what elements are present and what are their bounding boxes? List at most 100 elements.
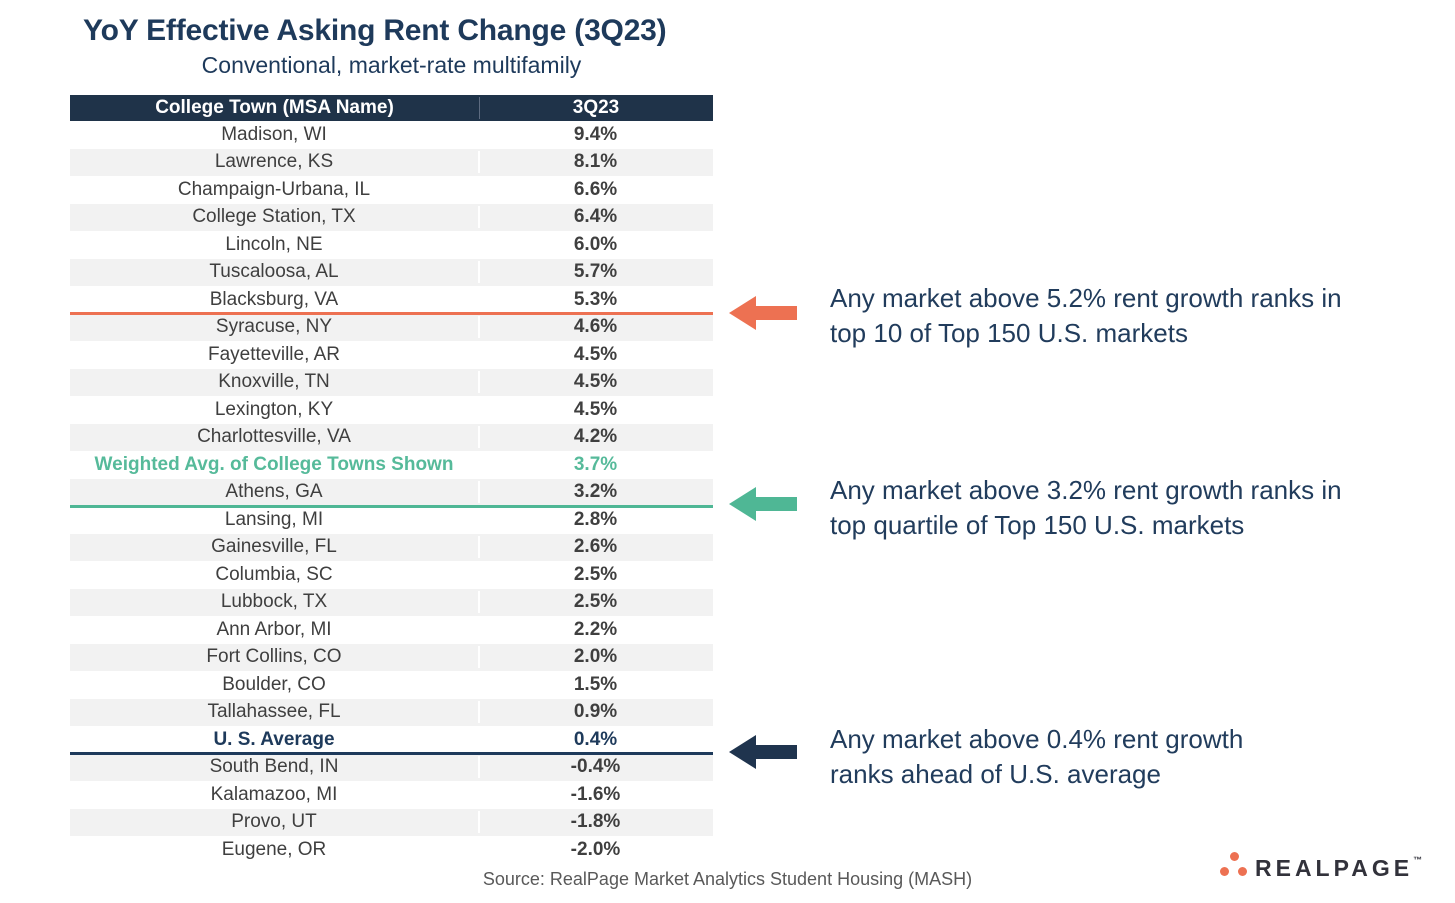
msa-name-cell: Fayetteville, AR [70, 343, 480, 366]
value-cell: 4.2% [573, 426, 618, 448]
value-cell: 2.5% [573, 563, 618, 585]
msa-name-cell: Boulder, CO [70, 673, 480, 696]
value-cell: 6.4% [573, 206, 618, 228]
table-row: Gainesville, FL 2.6% [70, 533, 713, 561]
threshold-line-teal [70, 504, 713, 508]
source-text: Source: RealPage Market Analytics Studen… [482, 869, 973, 889]
value-cell: 3.7% [573, 453, 618, 475]
msa-name-cell: South Bend, IN [70, 756, 480, 779]
msa-name-cell: Knoxville, TN [70, 371, 480, 394]
table-row: Provo, UT -1.8% [70, 808, 713, 836]
value-cell: -2.0% [570, 838, 621, 860]
value-cell: 0.9% [573, 701, 618, 723]
value-cell: 4.5% [573, 398, 618, 420]
table-row: Charlottesville, VA 4.2% [70, 423, 713, 451]
logo-dot-icon [1230, 852, 1239, 861]
msa-name-cell: Ann Arbor, MI [70, 618, 480, 641]
annotation-us-average: Any market above 0.4% rent growth ranks … [830, 722, 1243, 792]
table-body: Madison, WI 9.4% Lawrence, KS 8.1% Champaign… [70, 121, 713, 864]
table-row: Lawrence, KS 8.1% [70, 148, 713, 176]
table-row: Champaign-Urbana, IL 6.6% [70, 176, 713, 204]
value-cell: 2.8% [573, 508, 618, 530]
value-cell: -0.4% [570, 756, 621, 778]
table-row: Eugene, OR -2.0% [70, 836, 713, 864]
msa-name-cell: Kalamazoo, MI [70, 783, 480, 806]
annotation-top10: Any market above 5.2% rent growth ranks … [830, 281, 1342, 351]
realpage-logo: REALPAGE™ [1218, 845, 1438, 887]
value-cell: -1.6% [570, 783, 621, 805]
msa-name-cell: Charlottesville, VA [70, 426, 480, 449]
table-row: South Bend, IN -0.4% [70, 753, 713, 781]
table-row: Syracuse, NY 4.6% [70, 313, 713, 341]
value-cell: 6.0% [573, 233, 618, 255]
msa-name-cell: Eugene, OR [70, 838, 480, 861]
msa-name-cell: Champaign-Urbana, IL [70, 178, 480, 201]
msa-name-cell: Lansing, MI [70, 508, 480, 531]
table-row: Boulder, CO 1.5% [70, 671, 713, 699]
annotation-us-average-line2: ranks ahead of U.S. average [830, 759, 1161, 789]
value-cell: 9.4% [573, 123, 618, 145]
annotation-us-average-line1: Any market above 0.4% rent growth [830, 724, 1244, 754]
logo-dot-icon [1238, 867, 1247, 876]
value-cell: 5.7% [573, 261, 618, 283]
table-row: Ann Arbor, MI 2.2% [70, 616, 713, 644]
left-arrow-icon-teal [729, 487, 797, 521]
value-cell: 0.4% [573, 728, 618, 750]
table-row: Fort Collins, CO 2.0% [70, 643, 713, 671]
table-row: Madison, WI 9.4% [70, 121, 713, 149]
table-row: Fayetteville, AR 4.5% [70, 341, 713, 369]
msa-name-cell: Athens, GA [70, 481, 480, 504]
table-header-row: College Town (MSA Name) 3Q23 [70, 95, 713, 121]
msa-name-cell: Provo, UT [70, 811, 480, 834]
table-row: Columbia, SC 2.5% [70, 561, 713, 589]
value-cell: 2.5% [573, 591, 618, 613]
table-row: Weighted Avg. of College Towns Shown 3.7% [70, 451, 713, 479]
annotation-top10-line2: top 10 of Top 150 U.S. markets [830, 318, 1188, 348]
value-cell: 8.1% [573, 151, 618, 173]
msa-name-cell: Lincoln, NE [70, 233, 480, 256]
msa-name-cell: Tuscaloosa, AL [70, 261, 480, 284]
msa-name-cell: Lexington, KY [70, 398, 480, 421]
page-subtitle: Conventional, market-rate multifamily [201, 52, 582, 78]
value-cell: 5.3% [573, 288, 618, 310]
table-header-3q23: 3Q23 [572, 97, 620, 118]
table-row: Athens, GA 3.2% [70, 478, 713, 508]
table-row: Lubbock, TX 2.5% [70, 588, 713, 616]
msa-name-cell: College Station, TX [70, 206, 480, 229]
msa-name-cell: Blacksburg, VA [70, 288, 480, 311]
table-row: Lincoln, NE 6.0% [70, 231, 713, 259]
table-row: Lexington, KY 4.5% [70, 396, 713, 424]
value-cell: 2.6% [573, 536, 618, 558]
msa-name-cell: Columbia, SC [70, 563, 480, 586]
table-row: Kalamazoo, MI -1.6% [70, 781, 713, 809]
msa-name-cell: Lawrence, KS [70, 151, 480, 174]
threshold-line-orange [70, 312, 713, 315]
annotation-top-quartile-line1: Any market above 3.2% rent growth ranks … [830, 475, 1342, 505]
table-row: Blacksburg, VA 5.3% [70, 286, 713, 315]
msa-name-cell: Fort Collins, CO [70, 646, 480, 669]
value-cell: 4.5% [573, 343, 618, 365]
table-row: Lansing, MI 2.8% [70, 506, 713, 534]
msa-name-cell: Tallahassee, FL [70, 701, 480, 724]
value-cell: 1.5% [573, 673, 618, 695]
value-cell: 4.5% [573, 371, 618, 393]
left-arrow-icon-orange [729, 296, 797, 330]
logo-dot-icon [1220, 867, 1229, 876]
table-row: Tuscaloosa, AL 5.7% [70, 258, 713, 286]
annotation-top-quartile: Any market above 3.2% rent growth ranks … [830, 473, 1342, 543]
value-cell: 3.2% [573, 481, 618, 503]
value-cell: 2.2% [573, 618, 618, 640]
logo-wordmark: REALPAGE™ [1255, 855, 1423, 881]
table-row: U. S. Average 0.4% [70, 726, 713, 755]
msa-name-cell: U. S. Average [70, 728, 480, 751]
table-header-msa: College Town (MSA Name) [70, 97, 480, 119]
annotation-top-quartile-line2: top quartile of Top 150 U.S. markets [830, 510, 1245, 540]
table-row: Knoxville, TN 4.5% [70, 368, 713, 396]
value-cell: 6.6% [573, 178, 618, 200]
value-cell: 4.6% [573, 316, 618, 338]
left-arrow-icon-navy [729, 735, 797, 769]
trademark-symbol: ™ [1413, 855, 1423, 865]
table-row: College Station, TX 6.4% [70, 203, 713, 231]
msa-name-cell: Lubbock, TX [70, 591, 480, 614]
annotation-top10-line1: Any market above 5.2% rent growth ranks … [830, 283, 1342, 313]
